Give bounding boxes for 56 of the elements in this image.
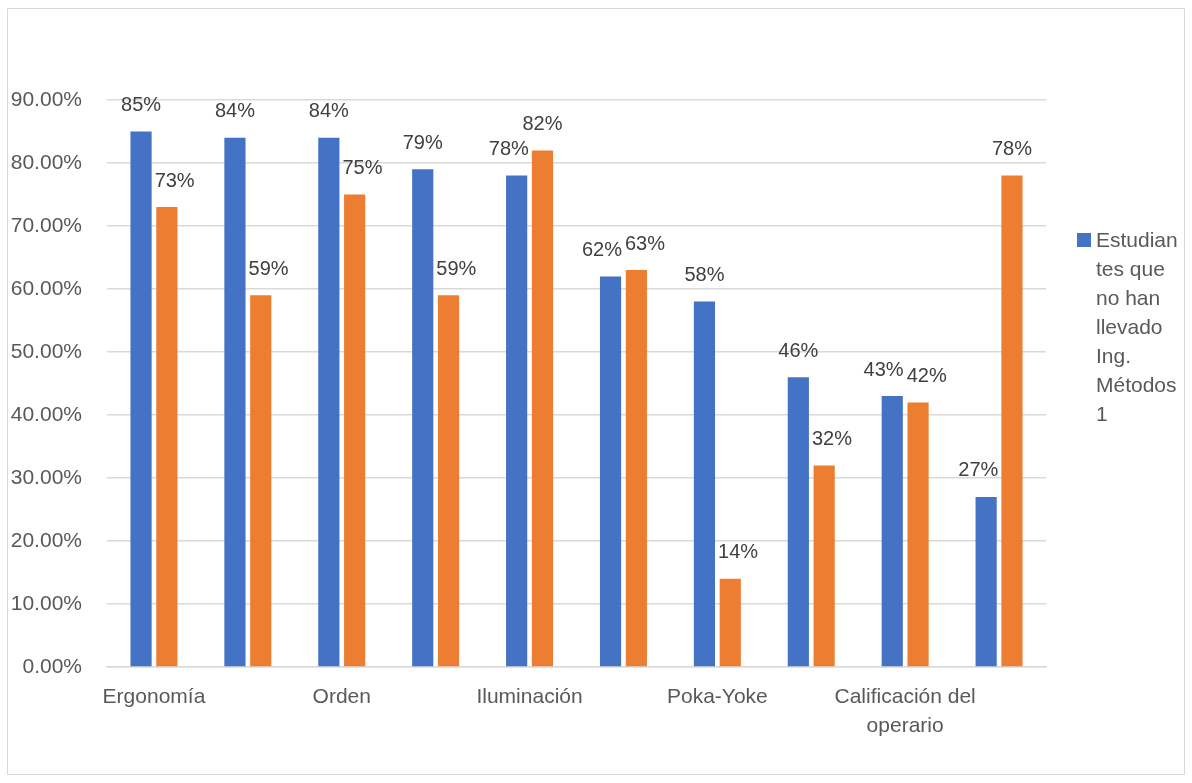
y-tick-label: 50.00% <box>10 338 82 362</box>
data-label: 14% <box>718 540 759 563</box>
bar <box>907 402 929 667</box>
data-label: 63% <box>624 231 666 254</box>
bar <box>437 295 460 667</box>
bar <box>531 150 554 667</box>
y-tick-label: 30.00% <box>10 464 82 488</box>
data-label: 43% <box>863 357 904 380</box>
y-tick-label: 80.00% <box>10 149 82 173</box>
bar <box>224 137 246 667</box>
bar <box>599 276 622 667</box>
bar <box>344 194 366 667</box>
data-label: 85% <box>121 93 162 116</box>
bar <box>813 465 835 667</box>
bar <box>318 137 340 667</box>
y-tick-label: 90.00% <box>10 86 82 110</box>
data-label: 79% <box>402 130 443 153</box>
bar <box>156 207 178 667</box>
bar <box>1001 175 1023 667</box>
data-label: 59% <box>436 256 477 279</box>
x-tick-label: Calificación del operario <box>834 684 976 737</box>
bar <box>250 295 272 667</box>
bar <box>787 377 809 667</box>
data-label: 78% <box>488 137 530 160</box>
data-label: 84% <box>214 99 256 122</box>
y-tick-label: 40.00% <box>10 401 82 425</box>
y-tick-label: 0.00% <box>22 653 82 677</box>
legend-label: Estudiantes que no han llevado Ing. Métodos 1 <box>1096 227 1179 427</box>
data-label: 73% <box>154 168 195 191</box>
data-label: 27% <box>958 458 999 481</box>
bar <box>881 396 903 667</box>
bar <box>412 169 434 667</box>
data-label: 42% <box>906 363 947 386</box>
y-tick-label: 20.00% <box>10 527 82 551</box>
data-label: 75% <box>342 156 383 179</box>
bar <box>719 578 741 667</box>
x-tick-label: Iluminación <box>476 684 583 708</box>
data-label: 78% <box>991 137 1033 160</box>
data-label: 82% <box>522 111 563 134</box>
data-label: 59% <box>248 256 289 279</box>
data-label: 58% <box>684 263 725 286</box>
bar <box>975 496 997 667</box>
bar <box>625 270 647 667</box>
data-label: 46% <box>778 338 819 361</box>
x-tick-label: Orden <box>312 684 371 708</box>
y-tick-label: 70.00% <box>10 212 82 236</box>
bar <box>506 175 528 667</box>
bar <box>693 301 716 667</box>
y-tick-label: 10.00% <box>10 590 82 614</box>
x-tick-label: Ergonomía <box>102 684 206 708</box>
y-tick-label: 60.00% <box>10 275 82 299</box>
data-label: 62% <box>581 237 623 260</box>
data-label: 84% <box>308 99 350 122</box>
bar <box>130 131 152 667</box>
data-label: 32% <box>811 426 853 449</box>
x-tick-label: Poka-Yoke <box>666 684 768 708</box>
